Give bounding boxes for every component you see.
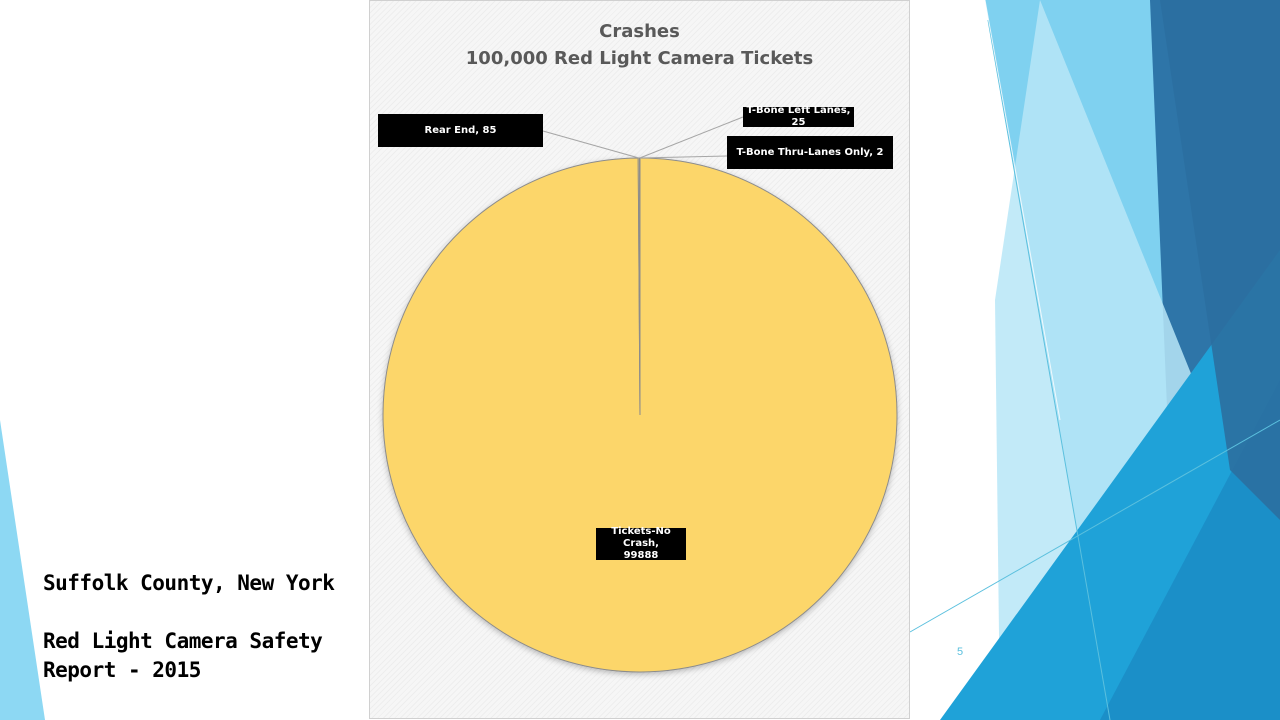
- chart-title: Crashes: [599, 21, 680, 42]
- data-label-t-bone-left-lanes: T-Bone Left Lanes, 25: [743, 105, 854, 128]
- chart-subtitle: 100,000 Red Light Camera Tickets: [465, 48, 814, 69]
- chart-area: Crashes 100,000 Red Light Camera Tickets…: [369, 0, 910, 719]
- pie-chart: [382, 116, 898, 673]
- leader-line-t-bone-thru-lanes-only: [639, 155, 728, 159]
- location-text: Suffolk County, New York: [43, 571, 335, 595]
- report-title-line-2: Report - 2015: [43, 658, 201, 682]
- data-label-tickets-no-crash: Tickets-No Crash, 99888: [596, 526, 686, 561]
- data-label-t-bone-thru-lanes-only: T-Bone Thru-Lanes Only, 2: [727, 136, 893, 169]
- report-title-line-1: Red Light Camera Safety: [43, 629, 323, 653]
- leader-line-rear-end: [542, 130, 640, 159]
- slide-number: 5: [957, 646, 964, 658]
- leader-line-t-bone-left-lanes: [639, 116, 744, 159]
- data-label-rear-end: Rear End, 85: [378, 114, 543, 147]
